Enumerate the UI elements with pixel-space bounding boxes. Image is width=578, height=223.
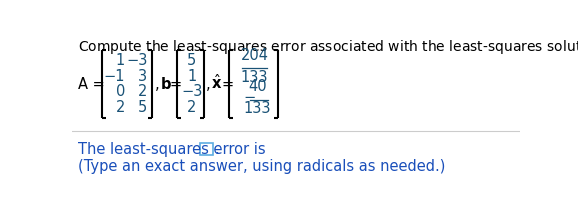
Text: 40: 40 [248,79,267,94]
Text: Compute the least-squares error associated with the least-squares solution $\hat: Compute the least-squares error associat… [79,37,578,57]
Text: $\mathbf{b}$: $\mathbf{b}$ [160,76,172,92]
Text: =: = [169,77,181,92]
Text: 1: 1 [187,68,196,84]
Text: −1: −1 [103,68,125,84]
Text: 3: 3 [138,68,147,84]
Text: 0: 0 [116,84,125,99]
Text: (Type an exact answer, using radicals as needed.): (Type an exact answer, using radicals as… [79,159,446,174]
Text: =: = [221,77,233,92]
Text: 2: 2 [116,100,125,115]
Text: 133: 133 [240,70,268,85]
Text: The least-squares error is: The least-squares error is [79,142,266,157]
Text: .: . [214,142,219,157]
Text: $\hat{\mathbf{x}}$: $\hat{\mathbf{x}}$ [211,73,222,92]
Text: 2: 2 [138,84,147,99]
Text: −3: −3 [181,84,202,99]
Text: A =: A = [79,77,105,92]
Text: ,: , [154,77,159,92]
Text: 1: 1 [116,53,125,68]
Text: 204: 204 [240,48,268,63]
Text: 5: 5 [187,53,196,68]
Text: ,: , [206,77,211,92]
Text: −3: −3 [126,53,147,68]
Text: 133: 133 [244,101,271,116]
FancyBboxPatch shape [200,143,213,155]
Text: 2: 2 [187,100,197,115]
Text: 5: 5 [138,100,147,115]
Text: −: − [243,90,256,105]
